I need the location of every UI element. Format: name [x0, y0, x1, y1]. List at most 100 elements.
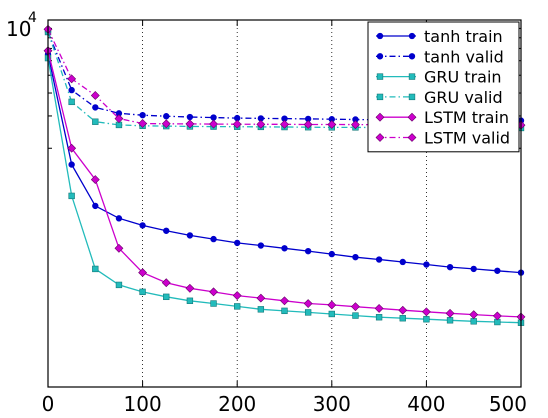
data-point: [423, 316, 430, 323]
data-point: [352, 253, 359, 261]
data-point: [328, 250, 335, 258]
data-point: [281, 245, 288, 252]
data-point: [398, 305, 408, 315]
data-point: [257, 306, 265, 313]
data-point: [328, 310, 335, 318]
data-point: [327, 300, 337, 310]
legend-label: LSTM valid: [424, 129, 510, 148]
data-point: [304, 309, 312, 316]
data-point: [469, 310, 479, 320]
data-point: [68, 98, 75, 106]
data-point: [303, 120, 313, 129]
data-point: [470, 265, 477, 273]
data-point: [304, 247, 312, 255]
data-point: [92, 118, 99, 125]
x-ticks: 0 100 200 300 400 500: [42, 20, 527, 416]
x-tick-label: 0: [42, 392, 55, 416]
series-line: [47, 31, 522, 122]
series-line: [47, 31, 522, 129]
data-point: [210, 300, 217, 307]
data-point: [303, 299, 313, 308]
data-point: [186, 297, 194, 304]
x-tick-label: 300: [313, 392, 351, 416]
data-point: [161, 278, 171, 288]
data-point: [446, 317, 454, 324]
y-exponent-base: 10: [6, 17, 31, 41]
data-point: [186, 113, 194, 121]
data-point: [375, 112, 385, 122]
data-point: [376, 73, 384, 80]
data-point: [209, 119, 218, 129]
data-point: [185, 119, 195, 129]
data-point: [407, 112, 417, 122]
data-point: [352, 312, 359, 319]
data-point: [115, 281, 123, 289]
data-point: [256, 293, 266, 303]
data-point: [446, 263, 454, 271]
data-point: [408, 93, 416, 101]
data-point: [163, 293, 170, 301]
data-point: [138, 268, 148, 278]
y-exponent-power: 4: [28, 10, 37, 26]
data-point: [423, 261, 430, 268]
legend-label: LSTM train: [424, 108, 509, 127]
data-point: [408, 32, 416, 40]
data-point: [280, 119, 289, 129]
data-point: [256, 119, 266, 129]
data-point: [210, 114, 217, 121]
x-tick-label: 500: [489, 392, 527, 416]
data-point: [257, 242, 265, 249]
data-point: [492, 311, 502, 321]
data-point: [90, 91, 100, 100]
data-point: [68, 192, 75, 200]
data-point: [163, 113, 170, 120]
legend-label: tanh valid: [424, 47, 504, 66]
data-point: [374, 304, 384, 313]
data-point: [138, 119, 148, 128]
data-point: [421, 307, 431, 317]
data-point: [186, 232, 194, 239]
legend-label: GRU train: [424, 68, 502, 87]
data-point: [114, 243, 124, 253]
x-tick-label: 200: [218, 392, 256, 416]
data-point: [470, 318, 477, 325]
x-tick-label: 100: [124, 392, 162, 416]
x-tick-label: 400: [407, 392, 445, 416]
data-point: [445, 308, 455, 318]
data-point: [351, 302, 360, 312]
data-point: [139, 288, 146, 296]
series-lstm-train: [43, 46, 526, 322]
data-point: [327, 120, 337, 129]
data-point: [408, 73, 416, 80]
data-point: [232, 119, 242, 129]
data-point: [494, 267, 501, 274]
data-point: [67, 74, 77, 84]
data-point: [281, 307, 288, 315]
data-point: [280, 296, 289, 306]
legend-box: [367, 21, 520, 153]
data-point: [234, 303, 241, 310]
data-point: [232, 291, 242, 300]
legend-label: tanh train: [424, 27, 503, 46]
data-point: [68, 86, 75, 94]
data-point: [209, 287, 218, 297]
data-point: [161, 119, 171, 129]
data-point: [234, 239, 241, 247]
data-point: [139, 222, 146, 229]
data-point: [399, 315, 406, 322]
data-point: [408, 53, 416, 60]
data-point: [68, 161, 75, 168]
data-point: [92, 104, 99, 111]
data-point: [376, 53, 384, 60]
y-exponent-label: 10 4: [6, 10, 37, 41]
data-point: [375, 133, 385, 142]
data-point: [375, 314, 383, 321]
data-point: [407, 133, 417, 142]
data-point: [210, 235, 217, 243]
data-point: [115, 215, 123, 222]
data-point: [92, 265, 99, 273]
data-point: [67, 143, 77, 153]
data-point: [92, 202, 99, 210]
